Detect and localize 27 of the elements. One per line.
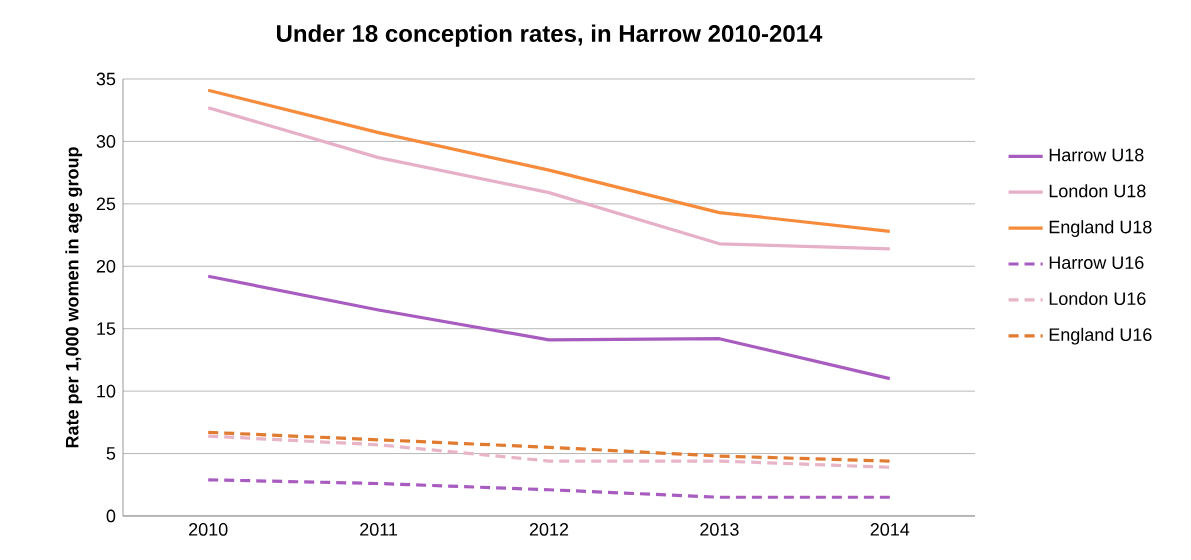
line-series (206, 430, 892, 463)
line-series (206, 88, 892, 233)
line-series (206, 478, 892, 499)
y-tick-label: 35 (96, 72, 116, 86)
chart-title: Under 18 conception rates, in Harrow 2010-2014 (277, 24, 823, 47)
legend-label: Harrow U16 (1049, 256, 1144, 269)
line-series (206, 434, 892, 469)
y-tick-label: 25 (96, 197, 116, 211)
x-tick-label: 2013 (700, 523, 739, 536)
legend-label: Harrow U18 (1049, 148, 1144, 162)
y-tick-label: 20 (96, 259, 116, 273)
y-tick-label: 15 (97, 322, 116, 335)
x-tick-label: 2010 (189, 523, 228, 536)
x-tick-label: 2011 (360, 523, 398, 536)
legend-label: England U18 (1049, 220, 1152, 237)
y-tick-label: 0 (106, 509, 116, 523)
y-tick-label: 30 (96, 135, 116, 148)
legend-label: London U16 (1049, 291, 1146, 306)
y-axis-title: Rate per 1,000 women in age group (65, 147, 83, 448)
y-tick-label: 5 (106, 447, 116, 460)
y-tick-label: 10 (97, 384, 116, 398)
line-series (206, 274, 892, 381)
legend-label: England U16 (1049, 327, 1152, 345)
line-series (206, 106, 892, 251)
legend-label: London U18 (1049, 184, 1146, 198)
x-tick-label: 2014 (870, 523, 910, 536)
x-tick-label: 2012 (529, 523, 569, 536)
